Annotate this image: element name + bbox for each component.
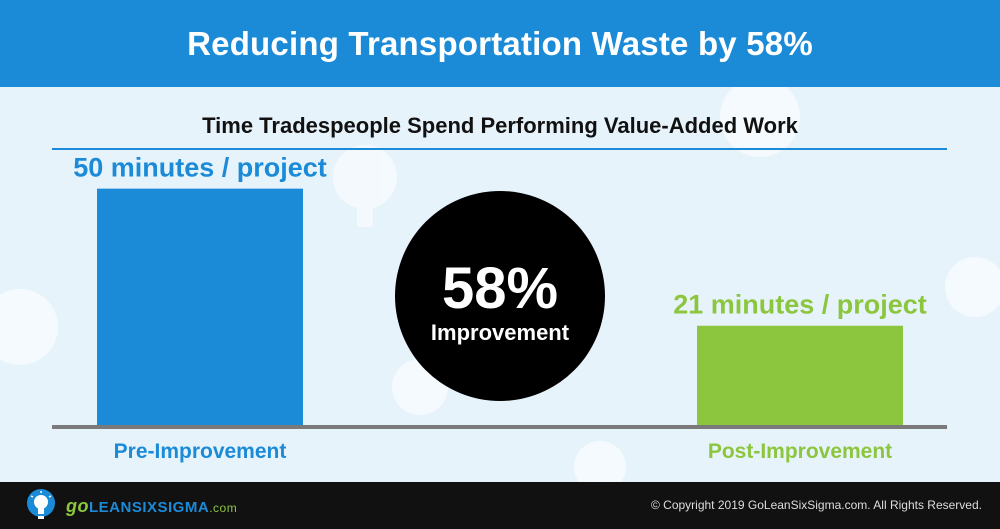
logo-text: goLEANSIXSIGMA.com [66,496,237,517]
bar-pre-improvement [97,188,303,425]
value-label-pre-improvement: 50 minutes / project [73,153,327,183]
lightbulb-icon [27,489,55,519]
title-underline [52,148,947,150]
logo-go: go [66,495,89,516]
improvement-circle [395,191,605,401]
copyright-text: © Copyright 2019 GoLeanSixSigma.com. All… [650,498,982,512]
logo-main: LEANSIXSIGMA [89,498,210,516]
baseline-axis [52,425,947,429]
bar-post-improvement [697,325,903,425]
footer-bar: goLEANSIXSIGMA.com © Copyright 2019 GoLe… [0,482,1000,529]
logo-suffix: .com [209,500,238,515]
improvement-percent: 58% [442,256,558,321]
chart-title: Time Tradespeople Spend Performing Value… [202,113,798,138]
category-label-post-improvement: Post-Improvement [708,440,892,463]
category-label-pre-improvement: Pre-Improvement [114,440,287,463]
title-banner: Reducing Transportation Waste by 58% [0,0,1000,87]
page-title: Reducing Transportation Waste by 58% [187,24,813,62]
improvement-label: Improvement [431,320,570,345]
company-logo: goLEANSIXSIGMA.com [26,488,237,524]
value-label-post-improvement: 21 minutes / project [673,290,927,320]
